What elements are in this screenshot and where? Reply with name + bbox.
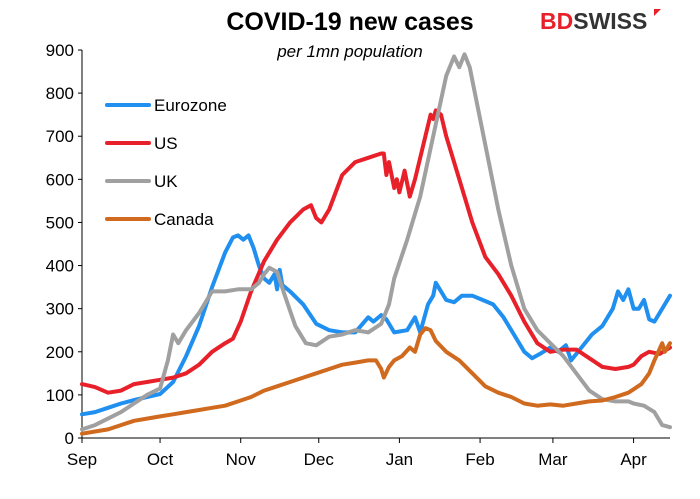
chart-subtitle: per 1mn population: [276, 42, 423, 61]
legend-label-eurozone: Eurozone: [154, 96, 227, 115]
y-tick-label: 300: [46, 300, 74, 319]
x-tick-label: Apr: [620, 450, 647, 469]
x-axis: Sep Oct Nov Dec Jan Feb Mar Apr: [67, 437, 670, 469]
brand-logo: BDSWISS: [540, 8, 661, 34]
legend: Eurozone US UK Canada: [105, 96, 227, 229]
x-tick-label: Feb: [465, 450, 494, 469]
legend-label-us: US: [154, 134, 178, 153]
series-line-uk: [80, 52, 672, 432]
y-tick-label: 500: [46, 213, 74, 232]
brand-part1: BD: [540, 8, 573, 34]
brand-part2: SWISS: [573, 8, 647, 34]
legend-label-canada: Canada: [154, 210, 214, 229]
series-line-us: [80, 108, 672, 395]
series-group: [80, 52, 672, 436]
series-line-canada: [80, 326, 672, 436]
x-tick-label: Nov: [226, 450, 257, 469]
y-axis: 0 100 200 300 400 500 600 700 800 900: [46, 41, 83, 448]
legend-label-uk: UK: [154, 172, 178, 191]
y-tick-label: 400: [46, 257, 74, 276]
x-tick-label: Jan: [386, 450, 413, 469]
y-tick-label: 200: [46, 343, 74, 362]
x-tick-label: Sep: [67, 450, 97, 469]
x-tick-label: Mar: [538, 450, 568, 469]
y-tick-label: 800: [46, 84, 74, 103]
y-tick-label: 700: [46, 127, 74, 146]
series-line-eurozone: [80, 233, 672, 417]
chart-title: COVID-19 new cases: [226, 8, 473, 36]
x-tick-label: Oct: [147, 450, 174, 469]
brand-logo-text: BDSWISS: [540, 8, 647, 34]
x-tick-label: Dec: [304, 450, 335, 469]
y-tick-label: 600: [46, 170, 74, 189]
y-tick-label: 0: [65, 429, 74, 448]
brand-mark-icon: [654, 9, 661, 16]
y-tick-label: 900: [46, 41, 74, 60]
y-tick-label: 100: [46, 386, 74, 405]
